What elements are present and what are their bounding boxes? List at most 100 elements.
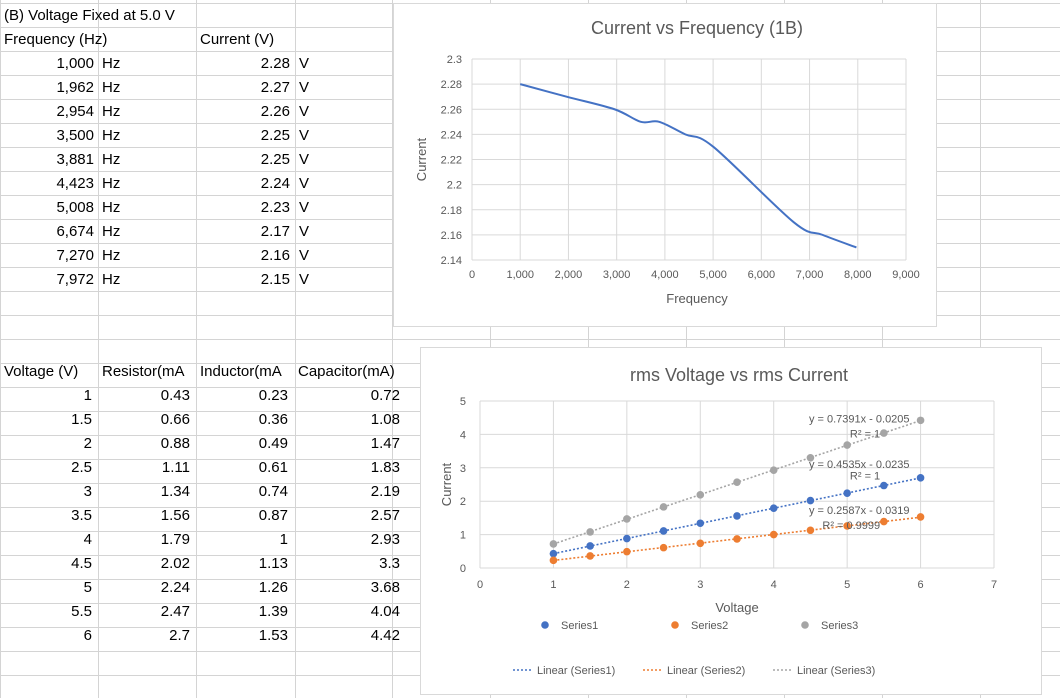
table1-current-unit-cell[interactable]: V [299, 103, 310, 120]
table1-frequency-cell[interactable]: 6,674 [56, 223, 94, 240]
table1-frequency-cell[interactable]: 4,423 [56, 175, 94, 192]
table1-current-cell[interactable]: 2.23 [260, 199, 290, 216]
table2-value-cell[interactable]: 1.79 [160, 531, 190, 548]
table1-current-cell[interactable]: 2.24 [260, 175, 290, 192]
chart2-point-series1 [586, 542, 594, 550]
chart2-point-series1 [880, 481, 888, 490]
table2-value-cell[interactable]: 1.39 [258, 603, 288, 620]
table2-value-cell[interactable]: 3.68 [370, 579, 400, 596]
table1-frequency-cell[interactable]: 2,954 [56, 103, 94, 120]
table1-current-unit-cell[interactable]: V [299, 223, 310, 240]
table1-frequency-cell[interactable]: 1,000 [56, 55, 94, 72]
table2-value-cell[interactable]: 2.5 [71, 459, 92, 476]
table1-current-unit-cell[interactable]: V [299, 127, 310, 144]
table2-value-cell[interactable]: 0.88 [160, 435, 190, 452]
table1-frequency-unit-cell[interactable]: Hz [102, 55, 121, 72]
table2-value-cell[interactable]: 1.47 [370, 435, 400, 452]
table2-value-cell[interactable]: 0.87 [258, 507, 288, 524]
table1-current-cell[interactable]: 2.25 [260, 127, 290, 144]
table1-frequency-cell[interactable]: 7,972 [56, 271, 94, 288]
table1-current-unit-cell[interactable]: V [299, 199, 310, 216]
table1-current-cell[interactable]: 2.28 [260, 55, 290, 72]
chart2-y-tick: 1 [460, 530, 466, 542]
table2-value-cell[interactable]: 3.5 [71, 507, 92, 524]
table2-value-cell[interactable]: 4.42 [370, 627, 400, 644]
table1-current-unit-cell[interactable]: V [299, 55, 310, 72]
table1-frequency-cell[interactable]: 5,008 [56, 199, 94, 216]
table2-value-cell[interactable]: 1.26 [258, 579, 288, 596]
table2-header-cell[interactable]: Inductor(mA [200, 363, 282, 380]
chart2-legend-marker [801, 621, 809, 629]
table2-value-cell[interactable]: 2.57 [370, 507, 400, 524]
current-vs-frequency-chart[interactable]: Current vs Frequency (1B) 2.14 2.16 2.18 2.2… [393, 3, 937, 327]
table1-current-unit-cell[interactable]: V [299, 175, 310, 192]
table1-current-cell[interactable]: 2.27 [260, 79, 290, 96]
table1-frequency-cell[interactable]: 7,270 [56, 247, 94, 264]
table2-value-cell[interactable]: 1 [83, 387, 92, 404]
table2-value-cell[interactable]: 1.56 [160, 507, 190, 524]
table1-current-cell[interactable]: 2.26 [260, 103, 290, 120]
table1-current-unit-cell[interactable]: V [299, 271, 310, 288]
rms-voltage-vs-current-chart[interactable]: rms Voltage vs rms Current 0 1 2 3 4 5 0 1 2 3 4 5 6 7… [420, 347, 1042, 695]
table2-value-cell[interactable]: 2.19 [370, 483, 400, 500]
table2-value-cell[interactable]: 1.08 [370, 411, 400, 428]
table2-value-cell[interactable]: 1.11 [161, 459, 190, 476]
table2-value-cell[interactable]: 2.47 [160, 603, 190, 620]
table1-frequency-unit-cell[interactable]: Hz [102, 151, 121, 168]
table2-value-cell[interactable]: 2 [83, 435, 92, 452]
table2-value-cell[interactable]: 3 [83, 483, 92, 500]
table1-current-cell[interactable]: 2.16 [260, 247, 290, 264]
table2-value-cell[interactable]: 5 [83, 579, 92, 596]
table1-current-cell[interactable]: 2.25 [260, 151, 290, 168]
table2-value-cell[interactable]: 1.53 [258, 627, 288, 644]
table2-header-cell[interactable]: Resistor(mA [102, 363, 185, 380]
table2-value-cell[interactable]: 6 [83, 627, 92, 644]
table2-value-cell[interactable]: 0.43 [160, 387, 190, 404]
table1-frequency-cell[interactable]: 1,962 [56, 79, 94, 96]
table2-value-cell[interactable]: 1.83 [370, 459, 400, 476]
chart1-y-tick: 2.28 [441, 79, 462, 91]
table2-value-cell[interactable]: 2.24 [160, 579, 190, 596]
chart2-point-series2 [806, 526, 815, 535]
table1-header-frequency[interactable]: Frequency (Hz) [4, 31, 108, 48]
table1-frequency-cell[interactable]: 3,500 [56, 127, 94, 144]
chart1-x-tick: 6,000 [748, 269, 776, 281]
table2-value-cell[interactable]: 0.66 [160, 411, 190, 428]
table2-value-cell[interactable]: 4 [83, 531, 92, 548]
table2-value-cell[interactable]: 1 [279, 531, 288, 548]
table1-frequency-unit-cell[interactable]: Hz [102, 223, 121, 240]
table1-frequency-unit-cell[interactable]: Hz [102, 79, 121, 96]
table2-value-cell[interactable]: 0.23 [258, 387, 288, 404]
table2-value-cell[interactable]: 2.93 [370, 531, 400, 548]
table2-value-cell[interactable]: 2.02 [160, 555, 190, 572]
table2-value-cell[interactable]: 0.72 [370, 387, 400, 404]
table1-frequency-cell[interactable]: 3,881 [56, 151, 94, 168]
table2-value-cell[interactable]: 3.3 [379, 555, 400, 572]
table2-value-cell[interactable]: 4.04 [370, 603, 400, 620]
table1-current-cell[interactable]: 2.17 [260, 223, 290, 240]
table1-frequency-unit-cell[interactable]: Hz [102, 271, 121, 288]
table1-current-unit-cell[interactable]: V [299, 151, 310, 168]
table1-current-unit-cell[interactable]: V [299, 79, 310, 96]
table2-value-cell[interactable]: 0.49 [258, 435, 288, 452]
table2-value-cell[interactable]: 5.5 [71, 603, 92, 620]
table2-header-cell[interactable]: Capacitor(mA) [298, 363, 395, 380]
table2-value-cell[interactable]: 0.36 [258, 411, 288, 428]
table1-header-current[interactable]: Current (V) [200, 31, 275, 48]
table2-value-cell[interactable]: 1.13 [258, 555, 288, 572]
table1-frequency-unit-cell[interactable]: Hz [102, 175, 121, 192]
table2-value-cell[interactable]: 0.74 [258, 483, 288, 500]
table2-value-cell[interactable]: 1.34 [160, 483, 190, 500]
table2-value-cell[interactable]: 4.5 [71, 555, 92, 572]
table2-header-cell[interactable]: Voltage (V) [4, 363, 79, 380]
table1-frequency-unit-cell[interactable]: Hz [102, 103, 121, 120]
table2-value-cell[interactable]: 2.7 [169, 627, 190, 644]
table1-frequency-unit-cell[interactable]: Hz [102, 199, 121, 216]
table1-frequency-unit-cell[interactable]: Hz [102, 247, 121, 264]
table2-value-cell[interactable]: 1.5 [71, 411, 92, 428]
table1-title[interactable]: (B) Voltage Fixed at 5.0 V [4, 7, 175, 24]
table2-value-cell[interactable]: 0.61 [258, 459, 288, 476]
table1-current-unit-cell[interactable]: V [299, 247, 310, 264]
table1-current-cell[interactable]: 2.15 [260, 271, 290, 288]
table1-frequency-unit-cell[interactable]: Hz [102, 127, 121, 144]
